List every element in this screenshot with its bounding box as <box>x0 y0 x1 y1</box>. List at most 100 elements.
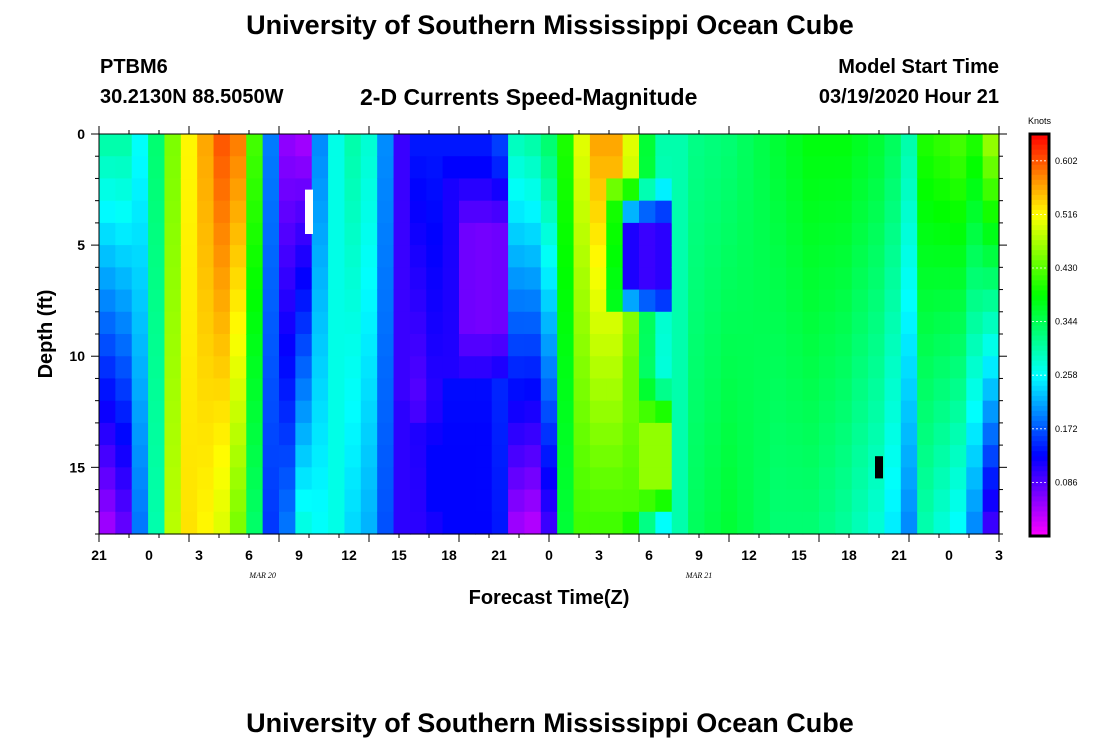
heatmap-cell <box>540 267 558 291</box>
heatmap-cell <box>491 311 509 335</box>
heatmap-cell <box>917 311 935 335</box>
heatmap-cell <box>982 156 1000 180</box>
heatmap-cell <box>197 134 215 157</box>
heatmap-cell <box>900 467 918 491</box>
heatmap-cell <box>213 134 231 157</box>
heatmap-cell <box>769 134 787 157</box>
heatmap-cell <box>933 489 951 513</box>
colorbar-segment <box>1030 360 1049 366</box>
heatmap-cell <box>328 134 346 157</box>
heatmap-cell <box>213 178 231 202</box>
heatmap-cell <box>279 356 296 380</box>
x-tick-label: 3 <box>995 547 1003 563</box>
heatmap-cell <box>884 334 902 357</box>
colorbar-segment <box>1030 405 1049 411</box>
heatmap-cell <box>540 311 558 335</box>
heatmap-cell <box>851 334 869 357</box>
heatmap-cell <box>540 178 558 202</box>
colorbar-tick-label: 0.344 <box>1055 317 1078 327</box>
heatmap-cell <box>491 445 509 468</box>
heatmap-cell <box>197 289 215 313</box>
heatmap-cell <box>917 400 935 424</box>
heatmap-cell <box>213 156 231 180</box>
heatmap-cell <box>197 445 215 468</box>
colorbar-segment <box>1030 249 1049 256</box>
heatmap-cell <box>180 289 198 313</box>
heatmap-cell <box>377 200 395 224</box>
heatmap-cell <box>655 356 673 380</box>
heatmap-cell <box>606 200 624 224</box>
heatmap-cell <box>393 200 411 224</box>
heatmap-cell <box>884 422 902 446</box>
heatmap-cell <box>655 245 673 268</box>
heatmap-cell <box>328 445 346 468</box>
heatmap-cell <box>279 200 296 224</box>
heatmap-cell <box>557 200 575 224</box>
heatmap-cell <box>573 245 591 268</box>
heatmap-cell <box>884 289 902 313</box>
heatmap-cell <box>459 267 476 291</box>
heatmap-cell <box>557 134 575 157</box>
heatmap-cell <box>459 467 476 491</box>
heatmap-cell <box>589 267 607 291</box>
heatmap-cell <box>720 134 738 157</box>
heatmap-cell <box>524 156 542 180</box>
heatmap-cell <box>900 178 918 202</box>
heatmap-cell <box>148 422 166 446</box>
heatmap-cell <box>180 511 198 535</box>
heatmap-cell <box>164 489 182 513</box>
heatmap-cell <box>655 489 673 513</box>
heatmap-cell <box>229 245 247 268</box>
heatmap-cell <box>197 334 215 357</box>
heatmap-cell <box>786 200 804 224</box>
heatmap-cell <box>409 222 427 246</box>
heatmap-cell <box>851 134 869 157</box>
heatmap-cell <box>377 356 395 380</box>
heatmap-cell <box>589 400 607 424</box>
heatmap-cell <box>802 422 820 446</box>
colorbar-segment <box>1030 440 1049 447</box>
heatmap-cell <box>475 334 493 357</box>
heatmap-cell <box>508 156 526 180</box>
heatmap-cell <box>524 445 542 468</box>
heatmap-cell <box>213 267 231 291</box>
heatmap-cell <box>131 378 149 402</box>
colorbar-segment <box>1030 515 1049 522</box>
heatmap-cell <box>508 400 526 424</box>
heatmap-cell <box>377 334 395 357</box>
heatmap-cell <box>933 134 951 157</box>
heatmap-cell <box>933 156 951 180</box>
heatmap-cell <box>851 356 869 380</box>
heatmap-cell <box>884 245 902 268</box>
heatmap-cell <box>377 467 395 491</box>
heatmap-cell <box>851 311 869 335</box>
heatmap-cell <box>279 334 296 357</box>
heatmap-cell <box>475 134 493 157</box>
colorbar-tick-label: 0.516 <box>1055 209 1078 219</box>
heatmap-cell <box>491 156 509 180</box>
heatmap-cell <box>933 178 951 202</box>
heatmap-cell <box>933 511 951 535</box>
heatmap-cell <box>819 422 836 446</box>
heatmap-cell <box>459 311 476 335</box>
heatmap-cell <box>180 178 198 202</box>
heatmap-cell <box>671 467 689 491</box>
heatmap-cell <box>540 400 558 424</box>
heatmap-cell <box>753 356 771 380</box>
heatmap-cell <box>344 467 362 491</box>
heatmap-cell <box>557 245 575 268</box>
colorbar-segment <box>1030 350 1049 356</box>
heatmap-cell <box>671 134 689 157</box>
heatmap-cell <box>180 311 198 335</box>
colorbar-segment <box>1030 184 1049 190</box>
heatmap-cell <box>426 334 444 357</box>
heatmap-cell <box>639 378 656 402</box>
heatmap-cell <box>115 356 133 380</box>
heatmap-cell <box>851 156 869 180</box>
heatmap-cell <box>982 245 1000 268</box>
heatmap-cell <box>393 489 411 513</box>
heatmap-cell <box>655 511 673 535</box>
heatmap-cell <box>426 178 444 202</box>
heatmap-cell <box>819 356 836 380</box>
